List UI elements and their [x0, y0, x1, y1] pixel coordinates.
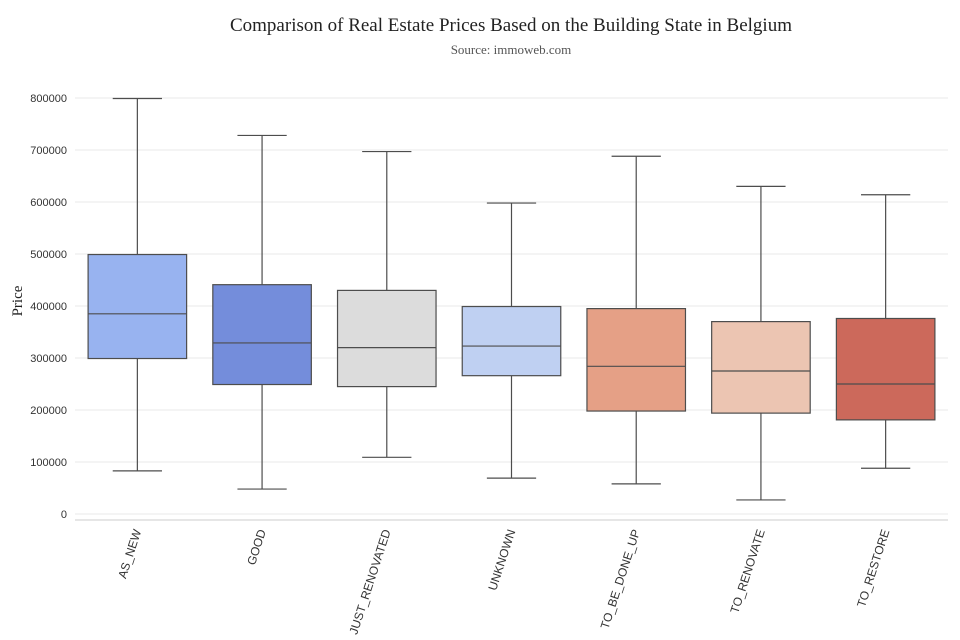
x-category-label: JUST_RENOVATED [346, 527, 393, 636]
x-category-label: UNKNOWN [485, 528, 518, 593]
box-unknown [461, 202, 562, 479]
x-category-label: GOOD [244, 527, 269, 567]
iqr-box [336, 289, 437, 388]
y-tick-label: 600000 [30, 197, 67, 209]
box-to-restore [835, 194, 936, 469]
box-just-renovated [336, 150, 437, 458]
iqr-box [87, 253, 188, 360]
y-tick-label: 800000 [30, 93, 67, 105]
box-as-new [87, 97, 188, 472]
y-tick-label: 100000 [30, 457, 67, 469]
y-tick-label: 500000 [30, 249, 67, 261]
y-tick-label: 700000 [30, 145, 67, 157]
x-category-label: TO_RENOVATE [727, 528, 767, 615]
box-good [212, 134, 312, 490]
box-layer [87, 97, 936, 501]
iqr-box [586, 308, 687, 412]
y-tick-labels: 0 100000 200000 300000 400000 500000 600000 700… [30, 93, 67, 521]
x-category-label: TO_BE_DONE_UP [598, 528, 643, 631]
x-category-label: AS_NEW [115, 527, 144, 580]
x-category-labels: AS_NEW GOOD JUST_RENOVATED UNKNOWN TO_BE_DON… [115, 527, 892, 636]
iqr-box [835, 317, 936, 421]
box-to-renovate [711, 185, 811, 501]
iqr-box [711, 321, 811, 414]
y-tick-label: 0 [61, 509, 67, 521]
iqr-box [461, 305, 562, 377]
iqr-box [212, 284, 312, 386]
box-to-be-done-up [586, 155, 687, 485]
y-tick-label: 300000 [30, 353, 67, 365]
x-category-label: TO_RESTORE [854, 528, 892, 609]
chart-subtitle: Source: immoweb.com [451, 42, 572, 57]
y-axis-label: Price [10, 285, 26, 316]
chart-title: Comparison of Real Estate Prices Based o… [230, 15, 792, 36]
y-tick-label: 200000 [30, 405, 67, 417]
y-tick-label: 400000 [30, 301, 67, 313]
